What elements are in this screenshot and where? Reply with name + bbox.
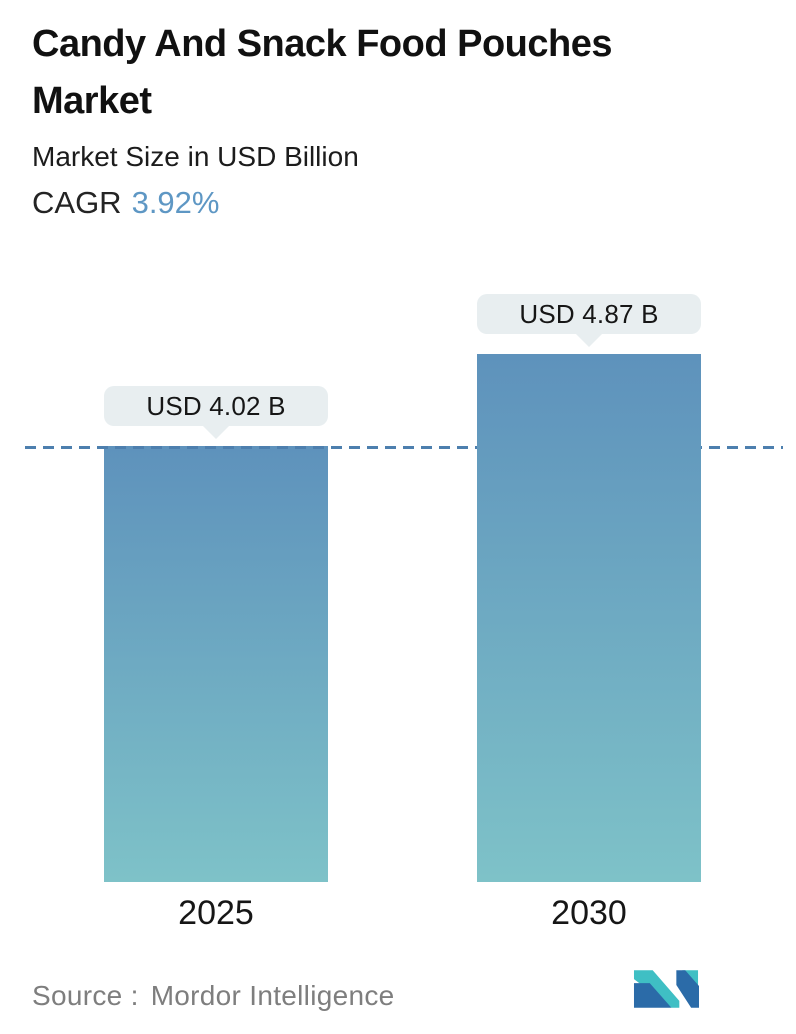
bar-2030[interactable] <box>477 354 701 882</box>
bar-group-2030: USD 4.87 B 2030 <box>477 0 701 932</box>
bar-group-2025: USD 4.02 B 2025 <box>104 0 328 932</box>
cagr-label: CAGR <box>32 185 122 220</box>
cagr-line: CAGR 3.92% <box>32 185 772 221</box>
bar-2025[interactable] <box>104 446 328 882</box>
reference-dashed-line <box>25 446 783 449</box>
chart-header: Candy And Snack Food Pouches Market Mark… <box>32 16 772 221</box>
bubble-tail-icon <box>203 426 229 439</box>
value-label-bubble-2030: USD 4.87 B <box>477 294 701 347</box>
value-label-2030: USD 4.87 B <box>519 298 659 329</box>
value-label-2025: USD 4.02 B <box>146 390 286 421</box>
x-axis-label-2030: 2030 <box>551 894 627 932</box>
x-axis-label-2025: 2025 <box>178 894 254 932</box>
bubble-tail-icon <box>576 334 602 347</box>
cagr-value: 3.92% <box>131 185 220 220</box>
source-label: Source : <box>32 980 139 1011</box>
mordor-intelligence-logo <box>633 970 700 1008</box>
source-attribution: Source : Mordor Intelligence <box>32 980 395 1012</box>
source-value: Mordor Intelligence <box>150 980 395 1011</box>
chart-title: Candy And Snack Food Pouches Market <box>32 23 613 122</box>
chart-subtitle: Market Size in USD Billion <box>32 141 359 172</box>
value-label-bubble-2025: USD 4.02 B <box>104 386 328 439</box>
